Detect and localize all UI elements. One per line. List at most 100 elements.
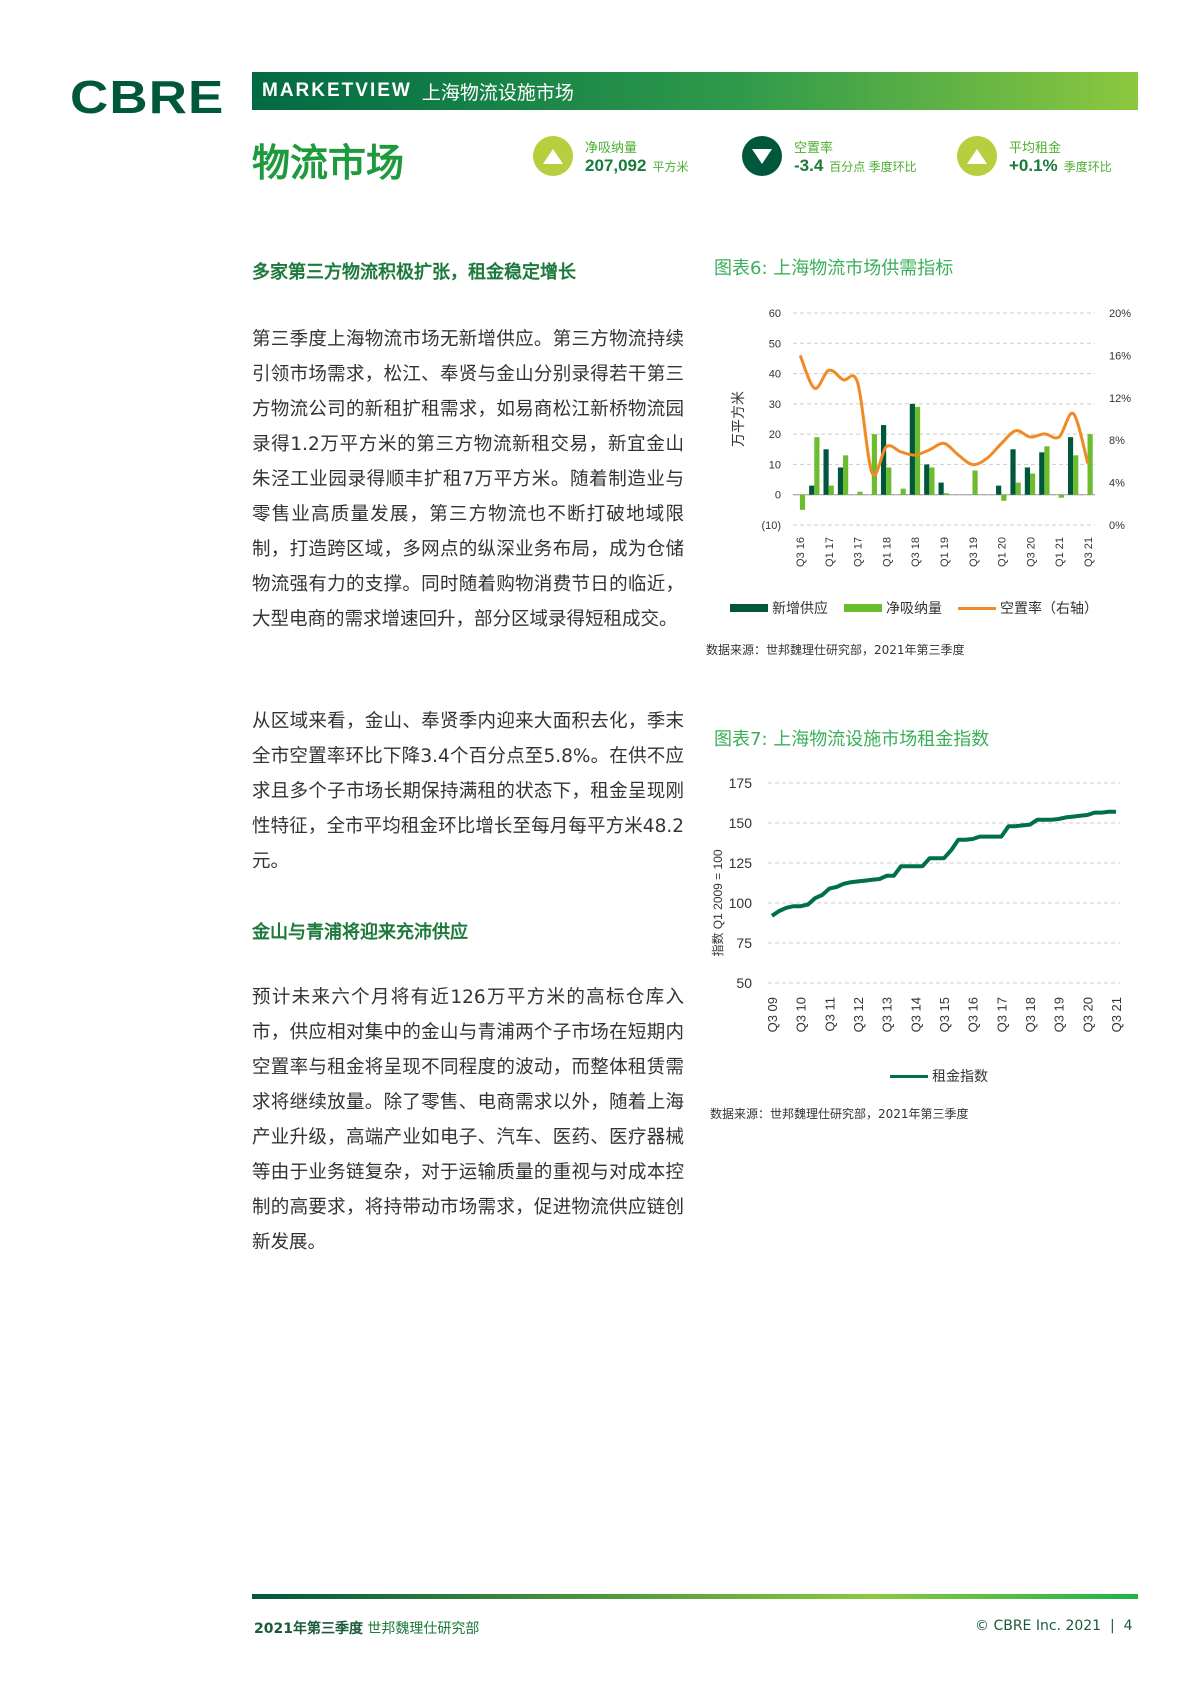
y-tick-label: 10 xyxy=(769,459,781,471)
y-tick-label: 20 xyxy=(769,429,781,441)
x-tick-label: Q1 18 xyxy=(881,537,893,567)
x-tick-label: Q1 20 xyxy=(997,537,1009,567)
chart-title: 图表7: 上海物流设施市场租金指数 xyxy=(714,729,990,750)
footer-right: © CBRE Inc. 2021 | 4 xyxy=(975,1618,1133,1634)
footer-copyright: © CBRE Inc. 2021 xyxy=(975,1618,1102,1634)
kpi-value: -3.4 xyxy=(794,155,824,175)
bar-supply xyxy=(1010,449,1016,495)
body-paragraph: 第三季度上海物流市场无新增供应。第三方物流持续引领市场需求，松江、奉贤与金山分别… xyxy=(252,329,684,630)
chart-source: 数据来源：世邦魏理仕研究部，2021年第三季度 xyxy=(706,643,965,657)
page-number: 4 xyxy=(1123,1618,1133,1634)
bar-supply xyxy=(924,464,930,495)
legend-label: 租金指数 xyxy=(932,1069,988,1085)
footer-rule xyxy=(252,1594,1138,1599)
y-tick-label: 150 xyxy=(729,815,753,831)
x-tick-label: Q3 16 xyxy=(966,997,981,1032)
y2-tick-label: 16% xyxy=(1109,350,1131,362)
footer-separator: | xyxy=(1110,1618,1115,1634)
bar-supply xyxy=(837,467,844,495)
bar-absorption xyxy=(828,485,834,495)
x-tick-label: Q3 11 xyxy=(822,997,837,1031)
kpi-average-rent: 平均租金 +0.1% 季度环比 xyxy=(957,136,1112,176)
report-title: 上海物流设施市场 xyxy=(421,81,574,104)
marketview-label: MARKETVIEW xyxy=(262,80,412,101)
bar-supply xyxy=(1067,437,1074,495)
kpi-vacancy: 空置率 -3.4 百分点 季度环比 xyxy=(742,136,917,176)
y-tick-label: 100 xyxy=(729,895,753,911)
footer-left: 2021年第三季度 世邦魏理仕研究部 xyxy=(254,1618,479,1638)
chart-legend: 租金指数 xyxy=(890,1066,988,1086)
bar-supply xyxy=(909,403,915,495)
x-tick-label: Q3 14 xyxy=(908,997,923,1032)
y-tick-label: 0 xyxy=(775,490,781,502)
marketview-banner: MARKETVIEW 上海物流设施市场 xyxy=(252,72,1138,110)
bar-absorption xyxy=(943,493,949,495)
kpi-unit: 百分点 季度环比 xyxy=(829,159,917,174)
bar-absorption xyxy=(972,470,978,495)
legend-swatch xyxy=(958,606,996,610)
legend-label: 新增供应 xyxy=(772,601,828,617)
y-tick-label: 175 xyxy=(729,775,753,791)
x-tick-label: Q3 18 xyxy=(1023,997,1038,1032)
bar-absorption xyxy=(1073,455,1079,495)
body-paragraph: 预计未来六个月将有近126万平方米的高标仓库入市，供应相对集中的金山与青浦两个子… xyxy=(252,987,684,1253)
bar-absorption xyxy=(1029,473,1036,495)
vacancy-line xyxy=(798,354,1090,477)
kpi-value: 207,092 xyxy=(585,155,647,175)
bar-supply xyxy=(881,425,887,495)
kpi-net-absorption: 净吸纳量 207,092 平方米 xyxy=(533,136,688,176)
kpi-value: +0.1% xyxy=(1009,155,1058,175)
footer-dept: 世邦魏理仕研究部 xyxy=(367,1621,480,1637)
bar-absorption xyxy=(1001,494,1007,501)
rent-index-line xyxy=(770,809,1116,918)
chart-source: 数据来源：世邦魏理仕研究部，2021年第三季度 xyxy=(710,1107,969,1121)
y-axis-label: 万平方米 xyxy=(730,391,746,447)
bar-absorption xyxy=(871,434,877,495)
x-tick-label: Q3 16 xyxy=(795,537,807,567)
arrow-up-icon xyxy=(533,136,573,176)
kpi-label: 平均租金 xyxy=(1009,140,1062,156)
footer-period: 2021年第三季度 xyxy=(254,1621,363,1637)
bar-absorption xyxy=(1087,434,1093,495)
page-title: 物流市场 xyxy=(252,141,405,185)
y-tick-label: (10) xyxy=(761,520,781,532)
legend-swatch xyxy=(844,604,882,612)
y-tick-label: 75 xyxy=(736,935,752,951)
x-tick-label: Q3 13 xyxy=(880,997,895,1032)
kpi-unit: 平方米 xyxy=(652,159,689,174)
x-tick-label: Q3 18 xyxy=(910,537,922,567)
bar-absorption xyxy=(799,494,806,510)
y-tick-label: 40 xyxy=(769,369,781,381)
x-tick-label: Q3 17 xyxy=(994,997,1009,1032)
bar-absorption xyxy=(814,437,820,495)
x-tick-label: Q3 12 xyxy=(851,997,866,1032)
y-tick-label: 60 xyxy=(769,308,781,320)
x-tick-label: Q3 17 xyxy=(853,537,865,567)
bar-supply xyxy=(1024,467,1030,495)
arrow-up-icon xyxy=(957,136,997,176)
x-tick-label: Q3 19 xyxy=(968,537,980,567)
rent-index-chart: 175 150 125 100 75 50 指数 Q1 2009 = 100 Q3 09 Q3 … xyxy=(710,775,1124,1032)
x-tick-label: Q3 15 xyxy=(937,997,952,1032)
body-paragraph: 从区域来看，金山、奉贤季内迎来大面积去化，季末全市空置率环比下降3.4个百分点至… xyxy=(252,711,684,872)
y2-tick-label: 12% xyxy=(1109,393,1131,405)
arrow-down-icon xyxy=(742,136,782,176)
kpi-unit: 季度环比 xyxy=(1063,159,1112,174)
legend-swatch xyxy=(890,1074,928,1078)
x-tick-label: Q1 21 xyxy=(1054,537,1066,567)
y2-tick-label: 20% xyxy=(1109,308,1131,320)
x-tick-label: Q3 20 xyxy=(1080,997,1095,1032)
y-tick-label: 50 xyxy=(769,338,781,350)
bar-absorption xyxy=(914,406,921,495)
x-tick-label: Q3 21 xyxy=(1109,997,1124,1032)
bar-absorption xyxy=(1058,494,1064,498)
bar-supply xyxy=(823,449,829,495)
x-tick-label: Q3 20 xyxy=(1025,537,1037,567)
x-tick-label: Q3 10 xyxy=(794,997,809,1032)
y2-tick-label: 4% xyxy=(1109,478,1125,490)
y-tick-label: 125 xyxy=(729,855,753,871)
cbre-logo: CBRE xyxy=(70,71,225,123)
bar-supply xyxy=(938,482,944,495)
x-tick-label: Q1 17 xyxy=(824,537,836,567)
bar-absorption xyxy=(857,491,863,495)
